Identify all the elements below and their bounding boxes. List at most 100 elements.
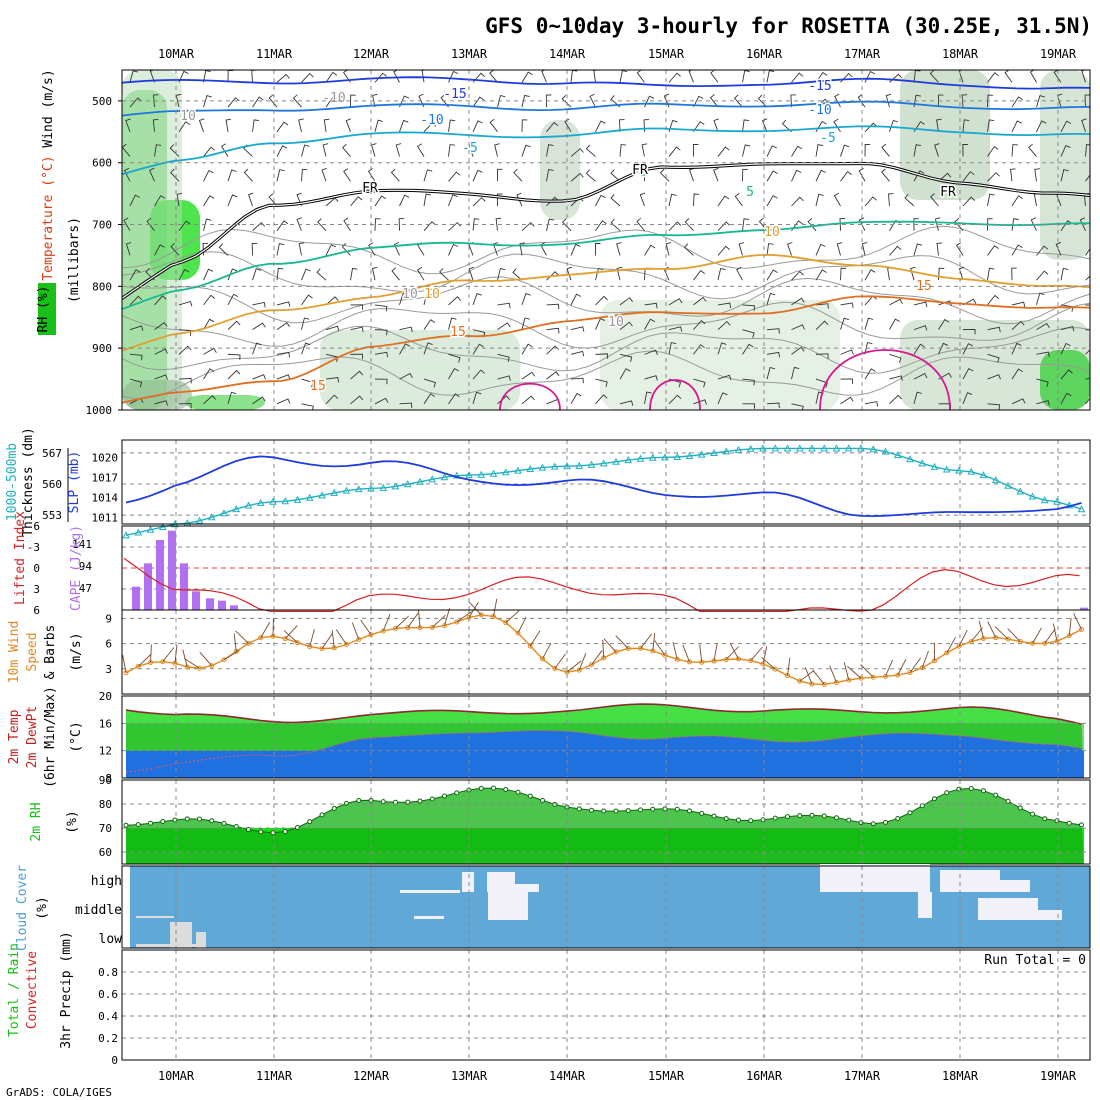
contour-label-18: 15 (310, 379, 326, 394)
date-bottom-16MAR: 16MAR (746, 1069, 783, 1083)
cloud-fraction-7 (414, 916, 444, 919)
temp-contour--5 (122, 125, 1090, 176)
label-precip-a: Total / Rain (7, 943, 22, 1037)
label-precip-c: 3hr Precip (mm) (59, 931, 74, 1048)
panel-cloud: high middle low Cloud Cover (%) (15, 864, 1091, 951)
rh-ytick-0: 90 (99, 774, 112, 787)
series-thickness (125, 447, 1082, 536)
cape-ytick-1: 94 (79, 560, 93, 573)
li-ytick-4: 6 (33, 604, 40, 617)
wind-ytick-1: 6 (105, 638, 112, 651)
precip-ytick-1: 0.6 (98, 988, 118, 1001)
label-temp-b: 2m DewPt (25, 706, 40, 769)
cloud-fraction-2 (487, 872, 515, 892)
cloud-level-middle: middle (75, 903, 122, 918)
rh-ytick-2: 70 (99, 822, 112, 835)
date-bottom-13MAR: 13MAR (451, 1069, 488, 1083)
contour-label-1: -10 (420, 113, 443, 128)
slp-ytick-0: 1020 (92, 451, 119, 464)
upper-ytick-4: 900 (92, 342, 112, 355)
date-top-17MAR: 17MAR (844, 47, 881, 61)
date-top-11MAR: 11MAR (256, 47, 293, 61)
cape-ytick-0: 141 (72, 538, 92, 551)
contour-label-2: -5 (462, 141, 478, 156)
cloud-fraction-1 (462, 872, 474, 892)
label-rh-box: RH (%) (36, 286, 51, 333)
cloud-fraction-3 (515, 884, 539, 892)
cloud-fraction-5 (940, 870, 1000, 892)
cape-bar-6 (206, 598, 214, 610)
cape-bar-7 (218, 600, 226, 610)
area-rh (126, 788, 1084, 864)
cape-ytick-2: 47 (79, 582, 92, 595)
contour-label-14: FR (632, 163, 648, 178)
contour-label-10: -15 (808, 79, 831, 94)
contour-label-7: 10 (402, 287, 418, 302)
rh-shade-6 (320, 330, 520, 410)
cape-bar-1 (144, 563, 152, 610)
label-cloud-unit: (%) (35, 896, 50, 919)
panel-precip: 0.8 0.6 0.4 0.2 0 Run Total = 0 Total / Rain Co… (7, 931, 1091, 1067)
rh-shade-4 (900, 70, 990, 200)
chart-title: GFS 0~10day 3-hourly for ROSETTA (30.25E… (485, 14, 1092, 38)
wind-barbs (122, 70, 1090, 410)
rh-ytick-1: 80 (99, 798, 112, 811)
date-bottom-17MAR: 17MAR (844, 1069, 881, 1083)
rh-contour-1 (122, 251, 1090, 300)
panel-rh-2m: 90 80 70 60 2m RH (%) (29, 774, 1091, 865)
temp-ytick-1: 16 (99, 717, 112, 730)
li-ytick-0: -6 (27, 520, 40, 533)
thick-ytick-0: 567 (42, 447, 62, 460)
thick-ytick-1: 560 (42, 478, 62, 491)
temp-contour--10 (122, 100, 1090, 117)
li-ytick-3: 3 (33, 583, 40, 596)
label-thickness: 1000-500mb (5, 443, 20, 521)
li-ytick-2: 0 (33, 562, 40, 575)
cape-bar-4 (180, 563, 188, 610)
contour-label-5: 10 (424, 287, 440, 302)
contour-label-19: 10 (180, 109, 196, 124)
thick-ytick-2: 553 (42, 509, 62, 522)
temp-ytick-2: 12 (99, 745, 112, 758)
date-bottom-10MAR: 10MAR (158, 1069, 195, 1083)
panel-wind-10m: 9 6 3 10m Wind Speed & Barbs (m/s) (7, 598, 1091, 695)
label-rh2m-unit: (%) (65, 810, 80, 833)
series-lifted-index (123, 557, 1080, 612)
contour-label-16: 10 (764, 225, 780, 240)
bottom-date-axis: 10MAR 11MAR 12MAR 13MAR 14MAR 15MAR 16MAR 17MAR… (158, 1069, 1077, 1083)
precip-ytick-2: 0.4 (98, 1010, 118, 1023)
series-slp (125, 455, 1082, 518)
label-wind-c: & Barbs (43, 625, 58, 680)
rh-shade-9 (1040, 350, 1090, 410)
wind-ytick-2: 3 (105, 663, 112, 676)
cape-bar-8 (230, 605, 238, 610)
date-top-15MAR: 15MAR (648, 47, 685, 61)
label-wind-unit: (m/s) (69, 632, 84, 671)
rh-shade-2 (122, 70, 182, 410)
label-millibars: (millibars) (67, 217, 82, 303)
label-temp-wind: Temperature (°C) Wind (m/s) (41, 69, 56, 280)
cloud-fraction-8 (488, 892, 528, 920)
temp-contour--15 (122, 76, 1090, 90)
date-bottom-12MAR: 12MAR (353, 1069, 390, 1083)
run-total: Run Total = 0 (984, 953, 1086, 968)
cloud-fraction-6 (1000, 880, 1030, 892)
cloud-fraction-15 (196, 932, 206, 948)
cloud-fraction-0 (400, 890, 460, 893)
rh-ytick-3: 60 (99, 846, 112, 859)
rh-shade-10 (185, 395, 265, 410)
temp-contour-5 (122, 220, 1090, 311)
upper-ytick-2: 700 (92, 219, 112, 232)
rh-shade-7 (600, 300, 840, 410)
contour-label-15: FR (940, 185, 956, 200)
slp-ytick-1: 1017 (92, 471, 119, 484)
slp-ytick-2: 1014 (92, 491, 119, 504)
cloud-fraction-10 (978, 898, 1038, 920)
rh-contour-4 (122, 325, 1090, 374)
label-lifted-index: Lifted Index (13, 511, 28, 605)
label-slp: SLP (mb) (67, 451, 82, 514)
date-bottom-19MAR: 19MAR (1040, 1069, 1077, 1083)
series-wind-speed (125, 614, 1082, 686)
cape-bar-5 (192, 591, 200, 610)
